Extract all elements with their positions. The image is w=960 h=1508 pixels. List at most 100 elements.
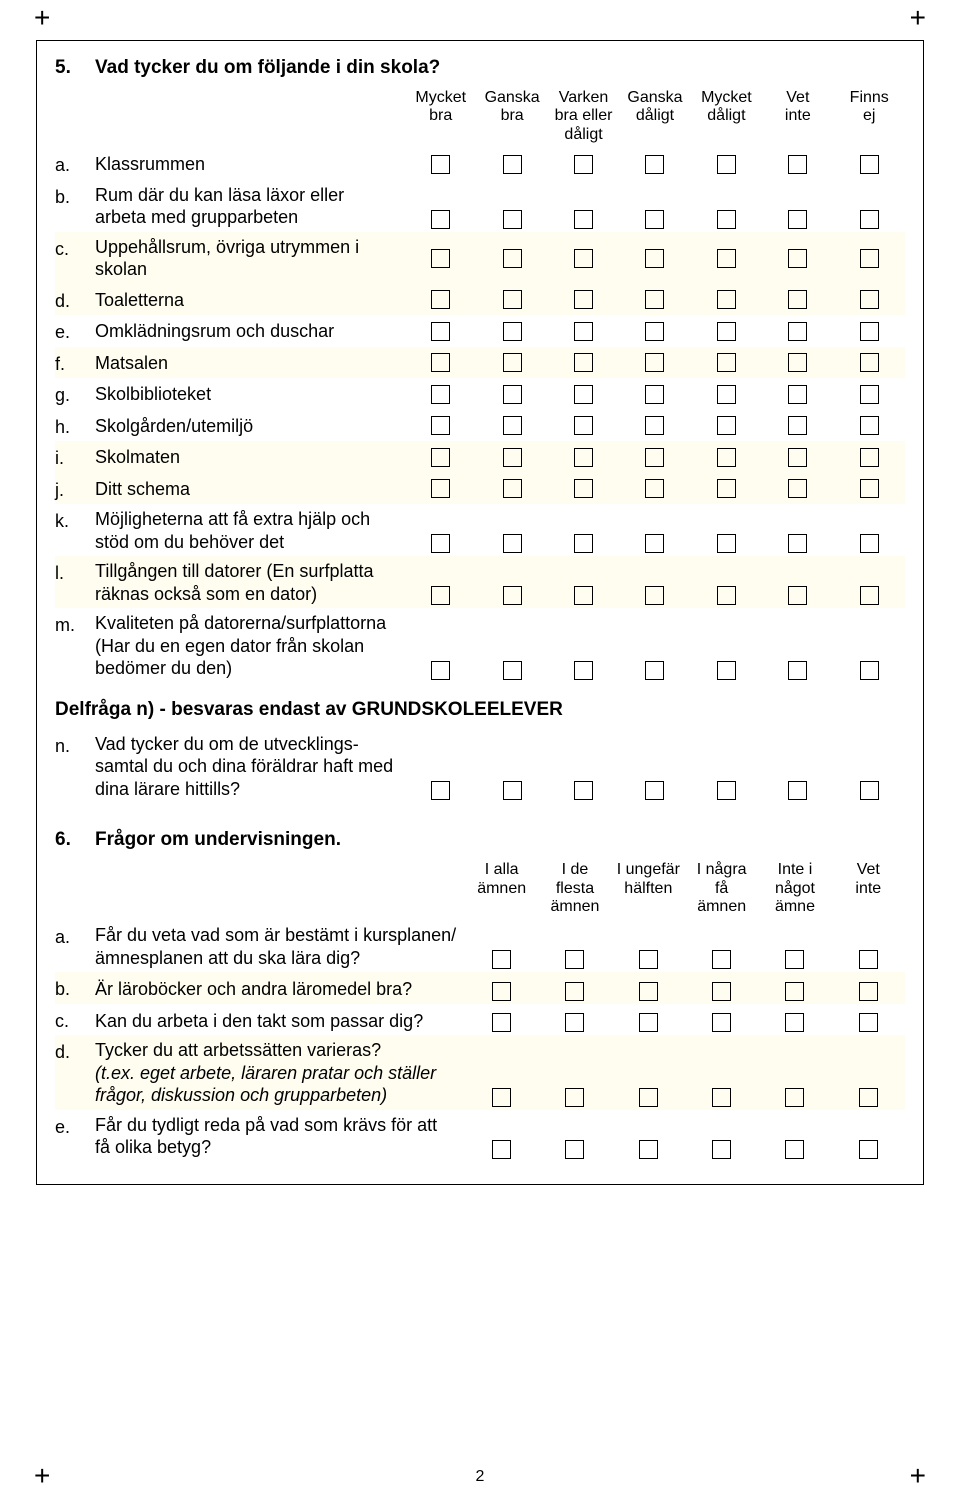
checkbox[interactable] bbox=[645, 249, 664, 268]
checkbox[interactable] bbox=[717, 322, 736, 341]
checkbox[interactable] bbox=[860, 416, 879, 435]
checkbox[interactable] bbox=[565, 1013, 584, 1032]
checkbox[interactable] bbox=[431, 448, 450, 467]
checkbox[interactable] bbox=[717, 210, 736, 229]
checkbox[interactable] bbox=[431, 416, 450, 435]
checkbox[interactable] bbox=[860, 534, 879, 553]
checkbox[interactable] bbox=[639, 950, 658, 969]
checkbox[interactable] bbox=[574, 416, 593, 435]
checkbox[interactable] bbox=[431, 210, 450, 229]
checkbox[interactable] bbox=[860, 385, 879, 404]
checkbox[interactable] bbox=[503, 534, 522, 553]
checkbox[interactable] bbox=[574, 210, 593, 229]
checkbox[interactable] bbox=[639, 1013, 658, 1032]
checkbox[interactable] bbox=[431, 155, 450, 174]
checkbox[interactable] bbox=[860, 586, 879, 605]
checkbox[interactable] bbox=[431, 322, 450, 341]
checkbox[interactable] bbox=[431, 534, 450, 553]
checkbox[interactable] bbox=[431, 249, 450, 268]
checkbox[interactable] bbox=[859, 982, 878, 1001]
checkbox[interactable] bbox=[565, 982, 584, 1001]
checkbox[interactable] bbox=[645, 322, 664, 341]
checkbox[interactable] bbox=[859, 1013, 878, 1032]
checkbox[interactable] bbox=[788, 322, 807, 341]
checkbox[interactable] bbox=[574, 322, 593, 341]
checkbox[interactable] bbox=[859, 950, 878, 969]
checkbox[interactable] bbox=[785, 1013, 804, 1032]
checkbox[interactable] bbox=[503, 322, 522, 341]
checkbox[interactable] bbox=[788, 479, 807, 498]
checkbox[interactable] bbox=[785, 950, 804, 969]
checkbox[interactable] bbox=[431, 586, 450, 605]
checkbox[interactable] bbox=[860, 661, 879, 680]
checkbox[interactable] bbox=[717, 416, 736, 435]
checkbox[interactable] bbox=[717, 249, 736, 268]
checkbox[interactable] bbox=[574, 586, 593, 605]
checkbox[interactable] bbox=[860, 249, 879, 268]
checkbox[interactable] bbox=[788, 249, 807, 268]
checkbox[interactable] bbox=[503, 353, 522, 372]
checkbox[interactable] bbox=[717, 448, 736, 467]
checkbox[interactable] bbox=[860, 155, 879, 174]
checkbox[interactable] bbox=[574, 661, 593, 680]
checkbox[interactable] bbox=[645, 479, 664, 498]
checkbox[interactable] bbox=[860, 781, 879, 800]
checkbox[interactable] bbox=[503, 290, 522, 309]
checkbox[interactable] bbox=[785, 982, 804, 1001]
checkbox[interactable] bbox=[503, 416, 522, 435]
checkbox[interactable] bbox=[717, 290, 736, 309]
checkbox[interactable] bbox=[785, 1088, 804, 1107]
checkbox[interactable] bbox=[788, 155, 807, 174]
checkbox[interactable] bbox=[785, 1140, 804, 1159]
checkbox[interactable] bbox=[503, 781, 522, 800]
checkbox[interactable] bbox=[712, 1088, 731, 1107]
checkbox[interactable] bbox=[574, 479, 593, 498]
checkbox[interactable] bbox=[645, 155, 664, 174]
checkbox[interactable] bbox=[788, 781, 807, 800]
checkbox[interactable] bbox=[645, 534, 664, 553]
checkbox[interactable] bbox=[503, 249, 522, 268]
checkbox[interactable] bbox=[492, 1088, 511, 1107]
checkbox[interactable] bbox=[788, 586, 807, 605]
checkbox[interactable] bbox=[712, 950, 731, 969]
checkbox[interactable] bbox=[574, 249, 593, 268]
checkbox[interactable] bbox=[712, 1140, 731, 1159]
checkbox[interactable] bbox=[574, 155, 593, 174]
checkbox[interactable] bbox=[574, 534, 593, 553]
checkbox[interactable] bbox=[717, 385, 736, 404]
checkbox[interactable] bbox=[788, 210, 807, 229]
checkbox[interactable] bbox=[712, 1013, 731, 1032]
checkbox[interactable] bbox=[503, 661, 522, 680]
checkbox[interactable] bbox=[788, 448, 807, 467]
checkbox[interactable] bbox=[503, 448, 522, 467]
checkbox[interactable] bbox=[717, 479, 736, 498]
checkbox[interactable] bbox=[565, 1140, 584, 1159]
checkbox[interactable] bbox=[860, 479, 879, 498]
checkbox[interactable] bbox=[492, 1013, 511, 1032]
checkbox[interactable] bbox=[503, 586, 522, 605]
checkbox[interactable] bbox=[645, 210, 664, 229]
checkbox[interactable] bbox=[860, 322, 879, 341]
checkbox[interactable] bbox=[492, 950, 511, 969]
checkbox[interactable] bbox=[639, 982, 658, 1001]
checkbox[interactable] bbox=[645, 781, 664, 800]
checkbox[interactable] bbox=[645, 661, 664, 680]
checkbox[interactable] bbox=[859, 1140, 878, 1159]
checkbox[interactable] bbox=[431, 781, 450, 800]
checkbox[interactable] bbox=[492, 1140, 511, 1159]
checkbox[interactable] bbox=[717, 155, 736, 174]
checkbox[interactable] bbox=[574, 290, 593, 309]
checkbox[interactable] bbox=[717, 661, 736, 680]
checkbox[interactable] bbox=[860, 290, 879, 309]
checkbox[interactable] bbox=[645, 353, 664, 372]
checkbox[interactable] bbox=[574, 781, 593, 800]
checkbox[interactable] bbox=[788, 353, 807, 372]
checkbox[interactable] bbox=[860, 448, 879, 467]
checkbox[interactable] bbox=[645, 448, 664, 467]
checkbox[interactable] bbox=[788, 416, 807, 435]
checkbox[interactable] bbox=[431, 353, 450, 372]
checkbox[interactable] bbox=[788, 290, 807, 309]
checkbox[interactable] bbox=[717, 534, 736, 553]
checkbox[interactable] bbox=[788, 385, 807, 404]
checkbox[interactable] bbox=[574, 448, 593, 467]
